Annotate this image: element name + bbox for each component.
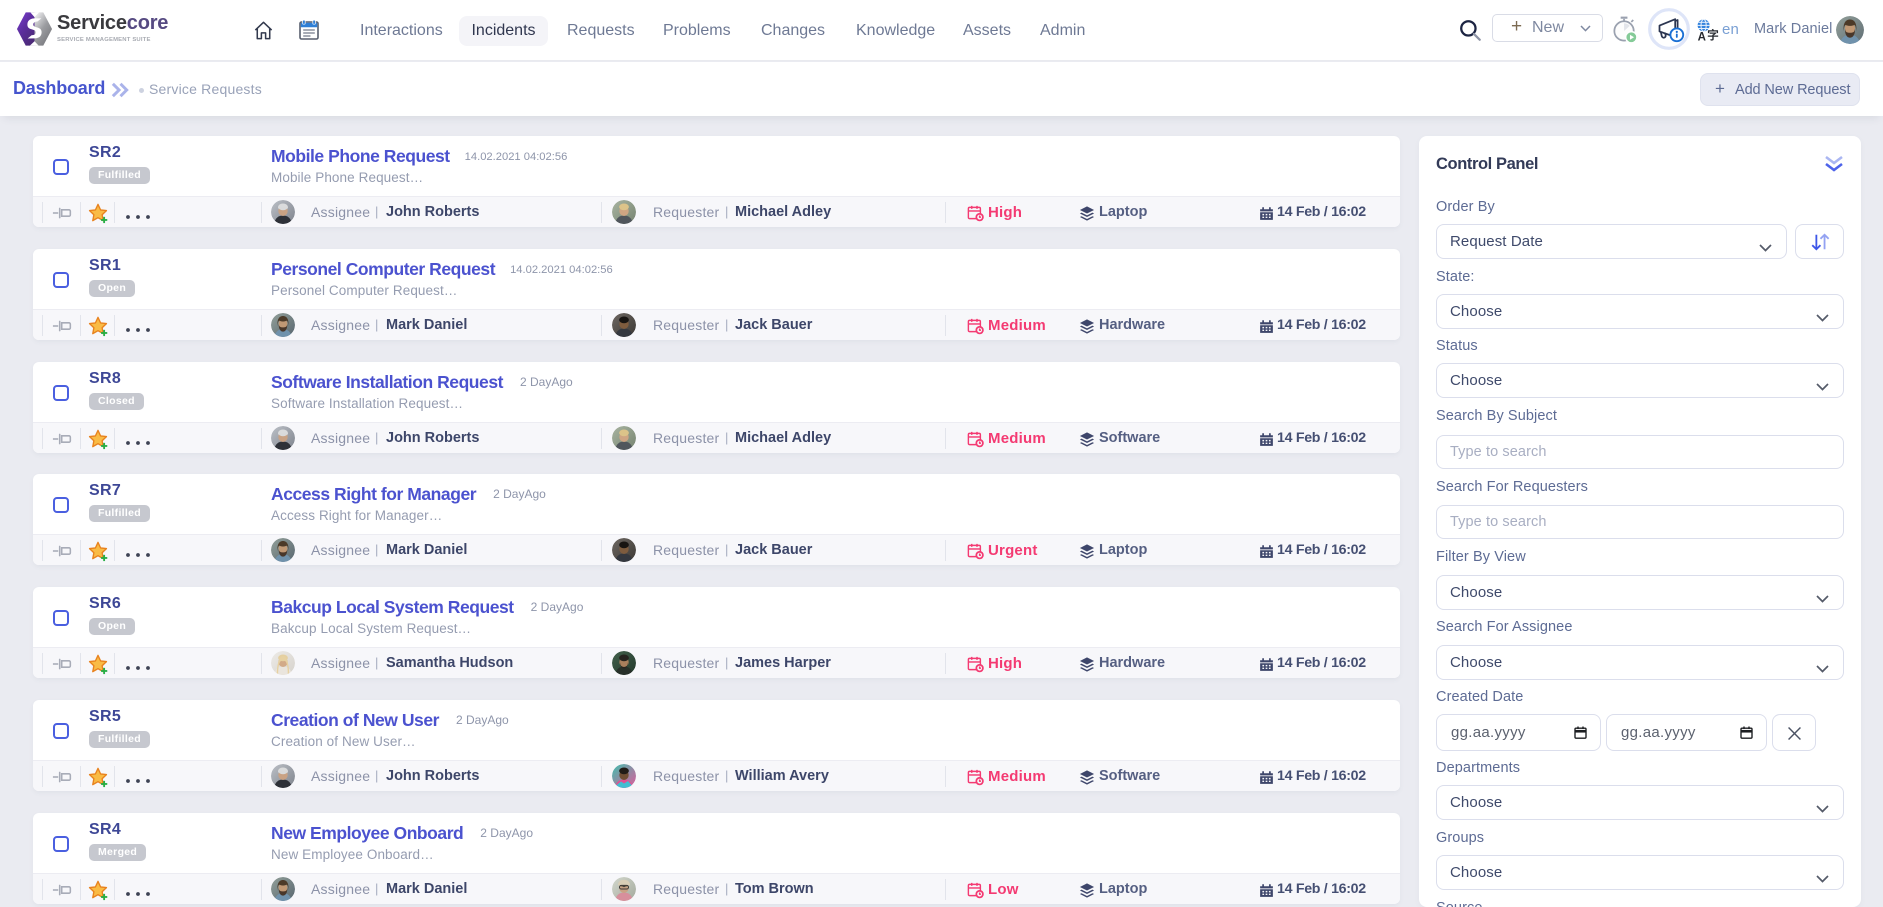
svg-text:A: A [1698,32,1706,42]
svg-text:字: 字 [1707,28,1719,42]
